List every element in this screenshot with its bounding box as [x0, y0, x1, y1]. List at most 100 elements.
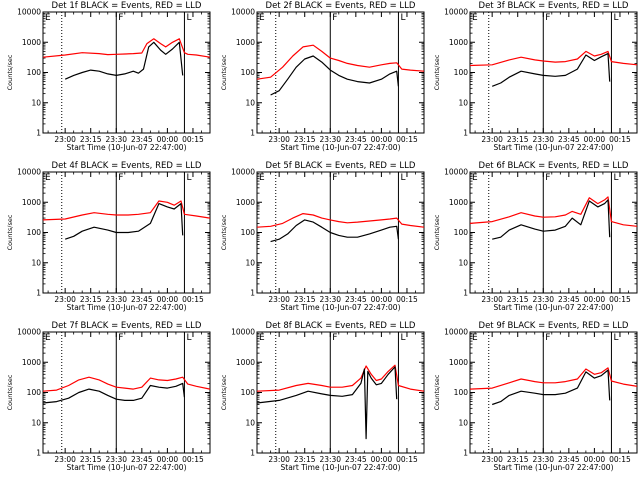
panel-title: Det 3f BLACK = Events, RED = LLD: [479, 1, 629, 11]
y-tick-label: 10000: [231, 168, 255, 177]
y-tick-label: 10000: [444, 8, 468, 17]
x-tick-label: 23:45: [345, 135, 367, 144]
y-tick-label: 10000: [444, 328, 468, 337]
y-tick-label: 1000: [449, 198, 468, 207]
y-tick-label: 100: [454, 68, 469, 77]
y-tick-label: 10: [31, 98, 41, 107]
y-tick-label: 100: [27, 68, 42, 77]
x-tick-label: 23:30: [319, 135, 341, 144]
marker-label-e: E: [45, 173, 51, 183]
x-tick-label: 23:45: [558, 135, 580, 144]
x-tick-label: 23:30: [532, 295, 554, 304]
y-tick-label: 1: [36, 449, 41, 458]
x-tick-label: 00:15: [182, 295, 204, 304]
x-tick-label: 23:45: [131, 135, 153, 144]
panel-title: Det 2f BLACK = Events, RED = LLD: [266, 1, 416, 11]
y-tick-label: 10: [31, 258, 41, 267]
detector-panel-9: Det 9f BLACK = Events, RED = LLD 1 10 100 10…: [433, 321, 638, 472]
panel-title: Det 1f BLACK = Events, RED = LLD: [52, 1, 202, 11]
y-tick-label: 10000: [231, 8, 255, 17]
x-axis-label: Start Time (10-Jun-07 22:47:00): [494, 143, 614, 152]
y-tick-label: 1: [36, 289, 41, 298]
x-tick-label: 23:00: [54, 295, 76, 304]
x-tick-label: 23:30: [319, 295, 341, 304]
x-tick-label: 00:00: [157, 295, 179, 304]
lld-series-line: [42, 38, 211, 58]
x-tick-label: 23:15: [507, 295, 529, 304]
x-tick-label: 23:00: [54, 135, 76, 144]
x-axis-label: Start Time (10-Jun-07 22:47:00): [494, 463, 614, 472]
x-tick-label: 00:15: [609, 295, 631, 304]
y-tick-label: 1000: [236, 38, 255, 47]
events-series-line: [64, 41, 184, 80]
marker-label-f: F: [332, 333, 337, 343]
marker-label-e: E: [472, 333, 478, 343]
y-tick-label: 1: [36, 129, 41, 138]
panel-title: Det 9f BLACK = Events, RED = LLD: [479, 321, 629, 331]
y-tick-label: 10: [31, 418, 41, 427]
marker-label-e: E: [45, 333, 51, 343]
plot-frame: [469, 11, 638, 134]
x-tick-label: 23:45: [558, 455, 580, 464]
events-series-line: [256, 366, 398, 440]
x-tick-label: 00:00: [371, 455, 393, 464]
events-series-line: [491, 53, 611, 87]
marker-label-f: F: [545, 13, 550, 23]
y-tick-label: 1: [463, 449, 468, 458]
plot-frame: [42, 331, 211, 454]
y-tick-label: 10: [458, 258, 468, 267]
y-axis-label: Counts/sec: [433, 54, 441, 90]
y-tick-label: 10: [245, 258, 255, 267]
detector-panel-1: Det 1f BLACK = Events, RED = LLD 1 10 100 10…: [6, 1, 211, 152]
x-tick-label: 23:45: [131, 295, 153, 304]
marker-label-e: E: [472, 173, 478, 183]
marker-label-f: F: [332, 13, 337, 23]
events-series-line: [42, 382, 185, 404]
y-tick-label: 10000: [231, 328, 255, 337]
x-axis-label: Start Time (10-Jun-07 22:47:00): [494, 303, 614, 312]
panel-title: Det 5f BLACK = Events, RED = LLD: [266, 161, 416, 171]
x-tick-label: 00:15: [609, 455, 631, 464]
x-axis-label: Start Time (10-Jun-07 22:47:00): [281, 303, 401, 312]
x-tick-label: 00:15: [396, 455, 418, 464]
plot-frame: [256, 11, 425, 134]
lld-series-line: [256, 44, 425, 80]
plot-frame: [256, 331, 425, 454]
events-series-line: [270, 55, 399, 96]
marker-label-e: E: [259, 13, 265, 23]
marker-label-e: E: [259, 333, 265, 343]
detector-panel-2: Det 2f BLACK = Events, RED = LLD 1 10 100 10…: [220, 1, 425, 152]
panel-title: Det 7f BLACK = Events, RED = LLD: [52, 321, 202, 331]
detector-panel-3: Det 3f BLACK = Events, RED = LLD 1 10 100 10…: [433, 1, 638, 152]
marker-label-l: L: [613, 333, 618, 343]
y-axis-label: Counts/sec: [433, 374, 441, 410]
events-series-line: [65, 203, 184, 240]
lld-series-line: [42, 376, 211, 392]
lld-series-line: [469, 50, 638, 67]
y-tick-label: 10000: [17, 8, 41, 17]
panel-title: Det 6f BLACK = Events, RED = LLD: [479, 161, 629, 171]
marker-label-f: F: [118, 333, 123, 343]
lld-series-line: [469, 367, 638, 390]
x-tick-label: 23:15: [294, 455, 316, 464]
x-tick-label: 00:00: [584, 135, 606, 144]
lld-series-line: [256, 213, 425, 228]
y-axis-label: Counts/sec: [220, 214, 228, 250]
y-axis-label: Counts/sec: [6, 54, 14, 90]
detector-panel-5: Det 5f BLACK = Events, RED = LLD 1 10 100 10…: [220, 161, 425, 312]
y-axis-label: Counts/sec: [6, 374, 14, 410]
x-tick-label: 23:30: [532, 455, 554, 464]
x-tick-label: 00:15: [396, 295, 418, 304]
marker-label-l: L: [400, 173, 405, 183]
plot-frame: [469, 171, 638, 294]
marker-label-e: E: [259, 173, 265, 183]
events-series-line: [270, 219, 399, 243]
y-axis-label: Counts/sec: [6, 214, 14, 250]
marker-label-f: F: [545, 173, 550, 183]
y-tick-label: 100: [241, 228, 256, 237]
y-tick-label: 100: [27, 228, 42, 237]
x-tick-label: 23:15: [294, 295, 316, 304]
y-tick-label: 1000: [22, 198, 41, 207]
x-tick-label: 00:15: [182, 135, 204, 144]
lld-series-line: [469, 196, 638, 227]
